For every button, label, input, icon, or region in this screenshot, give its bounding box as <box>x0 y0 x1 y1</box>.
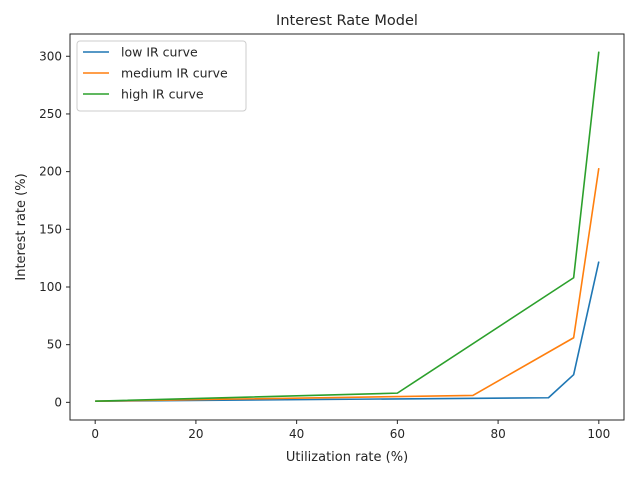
y-axis-label: Interest rate (%) <box>14 173 29 280</box>
x-axis-label: Utilization rate (%) <box>286 450 408 465</box>
series-line-1 <box>95 261 600 402</box>
legend-label: high IR curve <box>121 87 204 102</box>
x-tick-label: 0 <box>91 427 99 441</box>
legend: low IR curve medium IR curve high IR curve <box>76 40 247 112</box>
x-tick-label: 20 <box>188 427 203 441</box>
y-tick-label: 100 <box>39 280 62 294</box>
x-tick-label: 80 <box>490 427 505 441</box>
series-line-3 <box>95 51 600 402</box>
legend-box <box>76 40 247 112</box>
chart-title: Interest Rate Model <box>276 13 418 29</box>
series-line-2 <box>95 168 600 402</box>
y-tick-label: 200 <box>39 165 62 179</box>
series-layer <box>95 51 600 402</box>
axes-frame <box>69 33 625 421</box>
y-tick-label: 150 <box>39 222 62 236</box>
y-tick-label: 0 <box>54 395 62 409</box>
y-tick-label: 250 <box>39 107 62 121</box>
legend-label: low IR curve <box>121 45 198 60</box>
x-tick-label: 40 <box>289 427 304 441</box>
y-tick-label: 300 <box>39 49 62 63</box>
y-axis: 0 50 100 150 200 250 300 <box>39 49 70 409</box>
y-tick-label: 50 <box>47 338 62 352</box>
x-axis: 0 20 40 60 80 100 <box>91 420 610 441</box>
legend-label: medium IR curve <box>121 66 228 81</box>
x-tick-label: 60 <box>390 427 405 441</box>
x-tick-label: 100 <box>587 427 610 441</box>
